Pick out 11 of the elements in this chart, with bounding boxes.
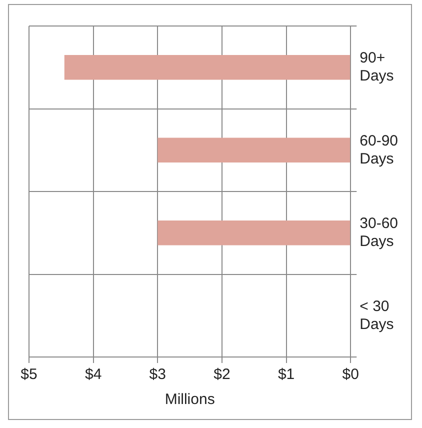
y-tick-label: < 30 Days (360, 298, 394, 333)
x-axis-title: Millions (164, 391, 215, 408)
x-tick-label: $3 (149, 366, 166, 384)
x-tick-label: $5 (20, 366, 38, 384)
y-tick-label: 30-60 Days (360, 215, 398, 250)
x-tick-label: $0 (342, 366, 359, 384)
x-tick-label: $4 (84, 366, 102, 384)
x-tick-label: $1 (278, 366, 295, 384)
x-tick-label: $2 (214, 366, 230, 384)
y-tick-label: 90+ Days (360, 50, 394, 85)
y-tick-label: 60-90 Days (360, 132, 398, 168)
